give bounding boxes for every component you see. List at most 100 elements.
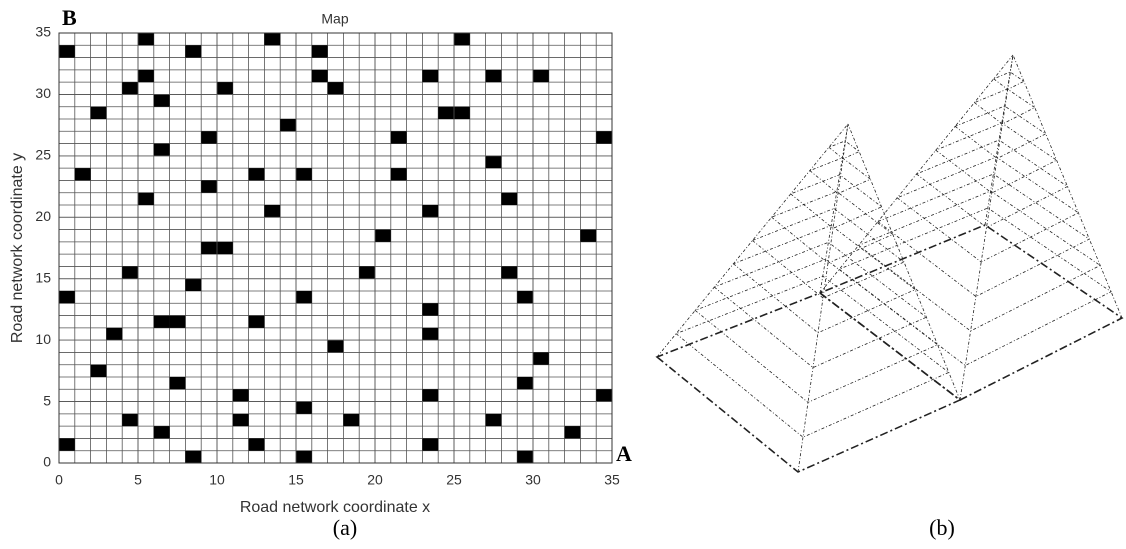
obstacle	[486, 414, 502, 426]
annotation: B	[62, 5, 77, 30]
obstacle	[154, 144, 170, 156]
x-tick-label: 15	[288, 472, 304, 488]
pyramid-level	[676, 276, 949, 437]
obstacle	[486, 156, 502, 168]
obstacle	[249, 168, 265, 180]
obstacle	[249, 316, 265, 328]
pyramid-level	[897, 157, 1078, 262]
pyramid-level	[791, 175, 882, 229]
caption: (a)	[333, 515, 357, 540]
pyramid-level	[810, 158, 871, 194]
obstacle	[517, 377, 533, 389]
obstacle	[375, 230, 391, 242]
obstacle	[391, 168, 407, 180]
pyramid-level	[839, 208, 1111, 366]
obstacle	[422, 328, 438, 340]
obstacle	[328, 82, 344, 94]
pyramid-level	[753, 209, 905, 299]
y-tick-label: 0	[43, 454, 51, 470]
obstacle	[264, 205, 280, 217]
obstacle	[59, 438, 75, 450]
obstacle	[580, 230, 596, 242]
pyramid-level	[820, 225, 1122, 400]
obstacle	[533, 70, 549, 82]
obstacle	[185, 45, 201, 57]
obstacle	[533, 352, 549, 364]
obstacle	[154, 94, 170, 106]
y-tick-label: 30	[35, 85, 51, 101]
y-tick-label: 35	[35, 24, 51, 40]
annotation: A	[616, 441, 632, 466]
obstacle	[201, 242, 217, 254]
obstacle	[170, 316, 186, 328]
obstacle	[233, 389, 249, 401]
obstacle	[296, 168, 312, 180]
obstacle	[501, 193, 517, 205]
x-tick-label: 35	[604, 472, 620, 488]
obstacle	[359, 266, 375, 278]
pyramid-edge	[848, 124, 960, 400]
obstacle	[312, 70, 328, 82]
chart-title: Map	[321, 11, 348, 27]
obstacle	[91, 365, 107, 377]
obstacle	[565, 426, 581, 438]
obstacle	[422, 389, 438, 401]
x-tick-label: 30	[525, 472, 541, 488]
pyramid-level	[878, 174, 1089, 297]
obstacle	[391, 131, 407, 143]
obstacle	[154, 426, 170, 438]
obstacle	[280, 119, 296, 131]
y-axis-label: Road network coordinate y	[9, 153, 26, 343]
obstacle	[596, 131, 612, 143]
obstacle	[122, 82, 138, 94]
figure: Map Road network coordinate x Road netwo…	[0, 0, 1126, 549]
x-tick-label: 20	[367, 472, 383, 488]
obstacle	[233, 414, 249, 426]
x-tick-label: 10	[209, 472, 225, 488]
y-tick-label: 15	[35, 269, 51, 285]
obstacle	[501, 266, 517, 278]
obstacle	[264, 33, 280, 45]
pyramid-level	[859, 191, 1101, 331]
page: {"chart_data": {"type": "grid", "title":…	[0, 0, 1126, 549]
y-tick-label: 10	[35, 331, 51, 347]
obstacle	[122, 266, 138, 278]
obstacle	[343, 414, 359, 426]
obstacle	[454, 33, 470, 45]
obstacle	[170, 377, 186, 389]
plot-frame	[59, 33, 612, 463]
obstacle	[438, 107, 454, 119]
obstacle	[422, 70, 438, 82]
pyramid-level	[657, 293, 960, 472]
pyramid-diagram	[657, 55, 1122, 472]
obstacle	[201, 180, 217, 192]
obstacle	[138, 70, 154, 82]
x-tick-label: 5	[134, 472, 142, 488]
obstacle	[422, 303, 438, 315]
obstacle	[486, 70, 502, 82]
y-tick-label: 5	[43, 392, 51, 408]
obstacle	[517, 451, 533, 463]
obstacle	[217, 82, 233, 94]
obstacle	[185, 279, 201, 291]
obstacle	[106, 328, 122, 340]
pyramid-edge	[820, 55, 1013, 293]
obstacle	[75, 168, 91, 180]
obstacle	[296, 402, 312, 414]
obstacle	[296, 291, 312, 303]
obstacle	[154, 316, 170, 328]
obstacle	[59, 291, 75, 303]
obstacle	[312, 45, 328, 57]
obstacle	[122, 414, 138, 426]
x-tick-label: 25	[446, 472, 462, 488]
pyramid-level	[936, 123, 1057, 193]
x-tick-label: 0	[55, 472, 63, 488]
obstacle	[517, 291, 533, 303]
obstacle	[249, 438, 265, 450]
y-tick-label: 20	[35, 208, 51, 224]
obstacle	[91, 107, 107, 119]
obstacle	[59, 45, 75, 57]
obstacle	[138, 193, 154, 205]
pyramid-level	[695, 259, 937, 402]
x-axis-label: Road network coordinate x	[240, 499, 430, 516]
